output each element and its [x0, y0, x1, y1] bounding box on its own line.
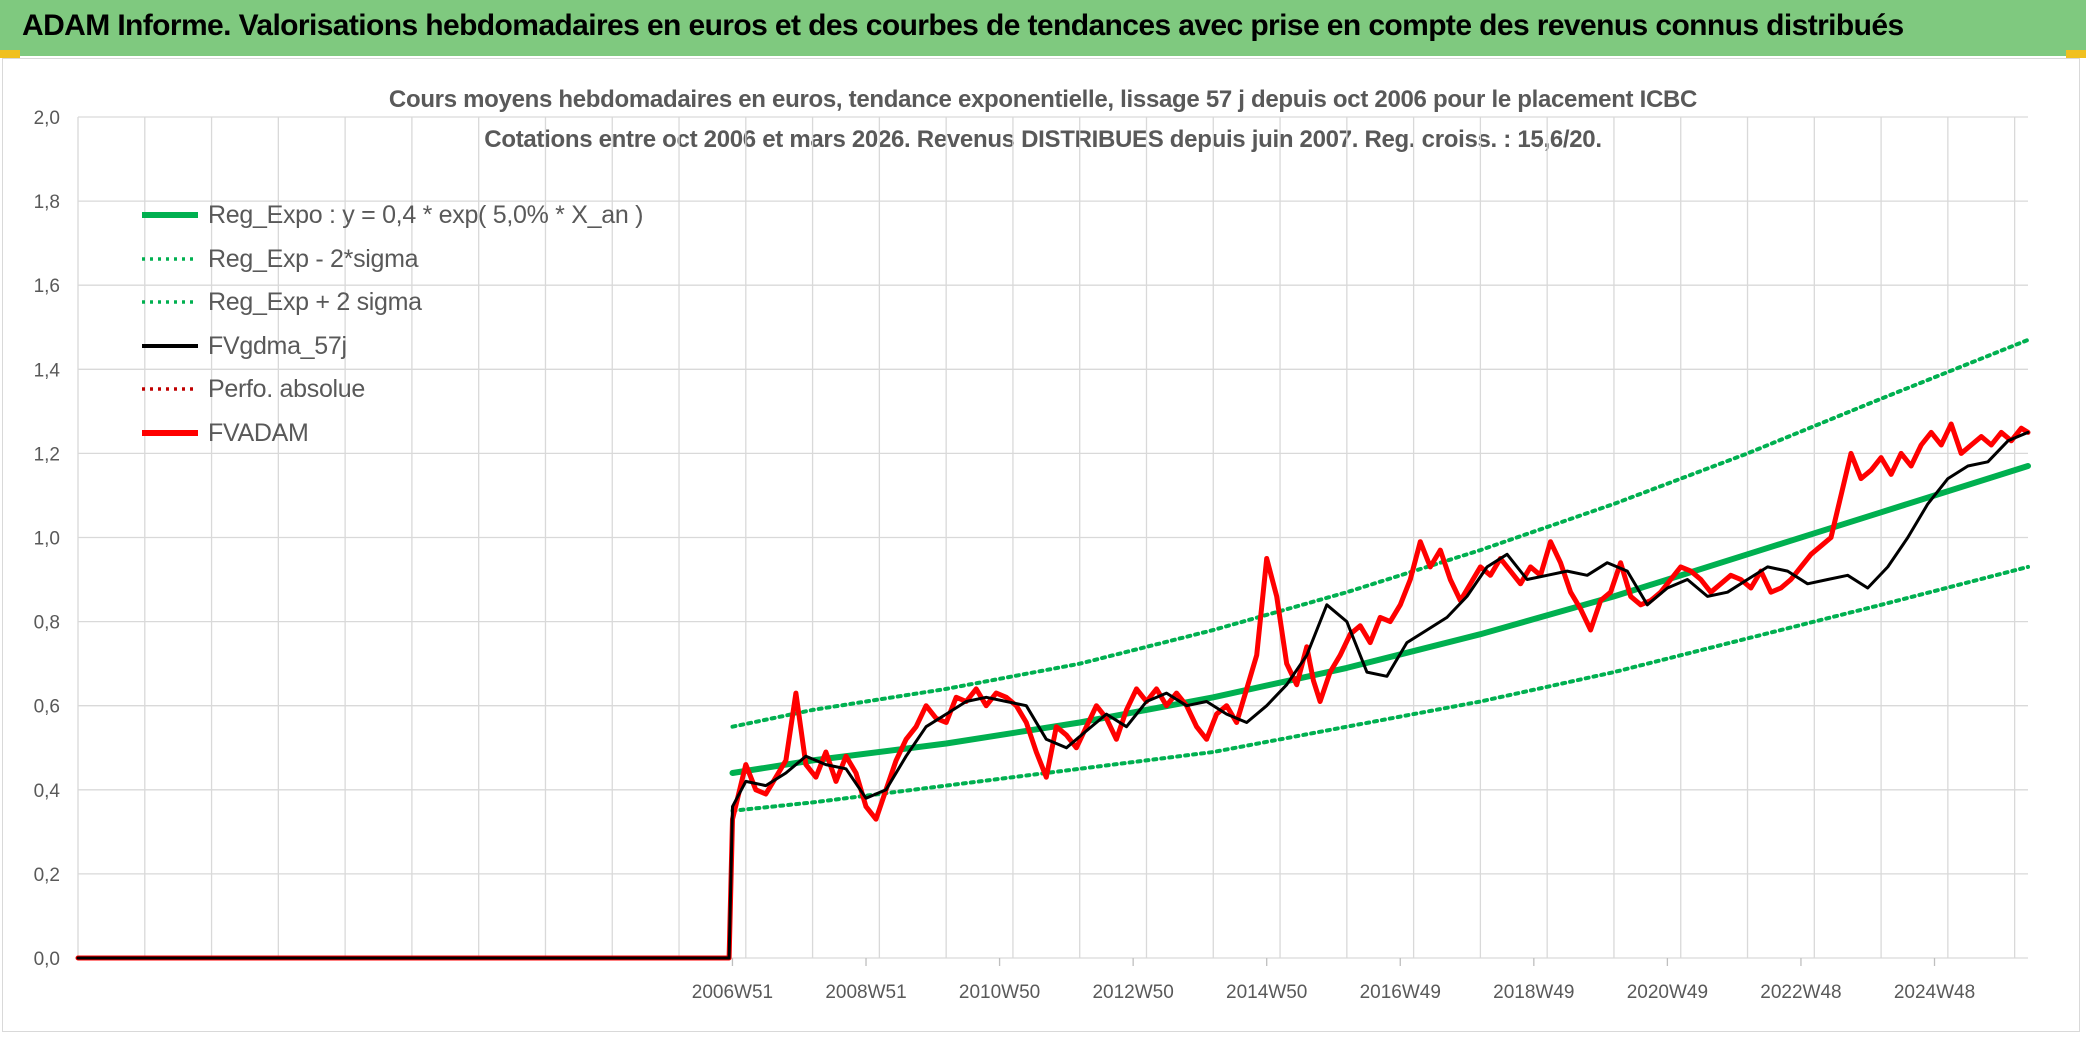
y-tick-label: 0,2: [34, 865, 60, 886]
corner-mark-left: [0, 50, 20, 58]
chart-title: Cours moyens hebdomadaires en euros, ten…: [388, 86, 1698, 113]
legend-label: Reg_Exp - 2*sigma: [208, 244, 419, 273]
series-line: [730, 337, 2030, 729]
y-tick-label: 1,4: [34, 360, 61, 381]
grid: [77, 116, 2028, 959]
legend-swatch: [140, 200, 200, 230]
series-line: [76, 430, 2030, 960]
x-tick-label: 2024W48: [1894, 982, 1975, 1003]
x-tick-label: 2008W51: [825, 982, 906, 1003]
legend-label: Reg_Expo : y = 0,4 * exp( 5,0% * X_an ): [208, 201, 644, 229]
x-tick-label: 2010W50: [959, 982, 1040, 1003]
legend-label: Reg_Exp + 2 sigma: [208, 288, 422, 316]
y-tick-label: 1,2: [34, 444, 60, 465]
legend-label: Perfo. absolue: [208, 375, 366, 403]
x-tick-label: 2006W51: [692, 982, 773, 1003]
x-tick-label: 2018W49: [1493, 982, 1574, 1003]
x-axis-ticks: 2006W51 2008W51 2010W50 2012W50 2014W50 2016W…: [692, 958, 1975, 1003]
series-line: [75, 421, 2031, 961]
legend-swatch: [140, 374, 200, 404]
x-tick-label: 2020W49: [1627, 982, 1708, 1003]
y-tick-label: 0,8: [34, 613, 60, 634]
y-tick-label: 0,0: [34, 949, 60, 970]
legend-label: FVADAM: [208, 418, 309, 447]
y-axis-ticks: 0,0 0,2 0,4 0,6 0,8 1,0 1,2 1,4 1,6 1,8 2,0: [34, 108, 61, 970]
y-tick-label: 1,8: [34, 192, 60, 213]
report-title: ADAM Informe. Valorisations hebdomadaire…: [22, 9, 1904, 42]
legend-swatch: [140, 287, 200, 317]
chart-subtitle: Cotations entre oct 2006 et mars 2026. R…: [484, 126, 1602, 153]
x-tick-label: 2022W48: [1760, 982, 1841, 1003]
report-banner: ADAM Informe. Valorisations hebdomadaire…: [0, 0, 2086, 56]
x-tick-label: 2012W50: [1092, 982, 1173, 1003]
legend-swatch: [140, 418, 200, 448]
y-tick-label: 1,6: [34, 276, 60, 297]
corner-mark-right: [2066, 50, 2086, 58]
y-tick-label: 2,0: [34, 108, 60, 129]
x-tick-label: 2014W50: [1226, 982, 1307, 1003]
y-tick-label: 0,6: [34, 697, 60, 718]
series-lines: [75, 337, 2031, 961]
y-tick-label: 0,4: [34, 781, 61, 802]
legend-swatch: [140, 244, 200, 274]
chart-frame: [2, 58, 2080, 1032]
legend-label: FVgdma_57j: [208, 331, 347, 360]
x-tick-label: 2016W49: [1360, 982, 1441, 1003]
legend-swatch: [140, 331, 200, 361]
y-tick-label: 1,0: [34, 529, 60, 550]
series-line: [730, 564, 2030, 813]
